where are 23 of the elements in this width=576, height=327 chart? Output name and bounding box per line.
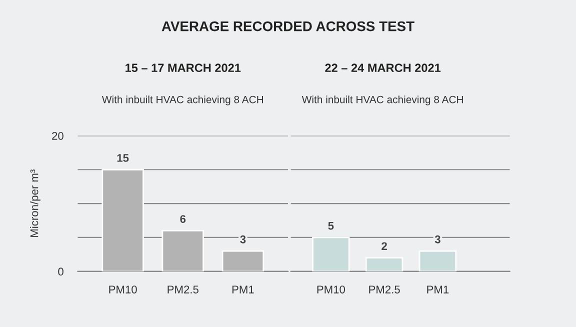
x-tick-label: PM10 <box>109 286 137 294</box>
data-label: 2 <box>382 242 387 250</box>
y-tick-label: 20 <box>52 132 64 140</box>
x-tick-label: PM2.5 <box>369 286 400 294</box>
y-axis-title: Micron/per m³ <box>30 170 40 237</box>
data-label: 6 <box>180 215 186 223</box>
y-tick-label: 0 <box>58 268 64 276</box>
data-label: 5 <box>328 222 334 230</box>
x-tick-label: PM1 <box>427 286 449 294</box>
x-tick-label: PM2.5 <box>168 286 198 294</box>
x-tick-label: PM10 <box>317 286 345 294</box>
data-label: 15 <box>117 154 129 162</box>
bar <box>102 168 144 272</box>
text: With inbuilt HVAC achieving 8 ACH <box>302 96 463 106</box>
x-tick-label: PM1 <box>232 286 254 294</box>
data-label: 3 <box>434 235 440 244</box>
data-label: 3 <box>240 235 246 244</box>
bar <box>162 230 204 272</box>
chart-title: AVERAGE RECORDED ACROSS TEST <box>162 21 414 32</box>
bar <box>222 250 264 272</box>
text: With inbuilt HVAC achieving 8 ACH <box>102 96 263 106</box>
chart-subtitle: 22 – 24 MARCH 2021 <box>325 64 441 72</box>
chart-subtitle: 15 – 17 MARCH 2021 <box>126 64 241 72</box>
